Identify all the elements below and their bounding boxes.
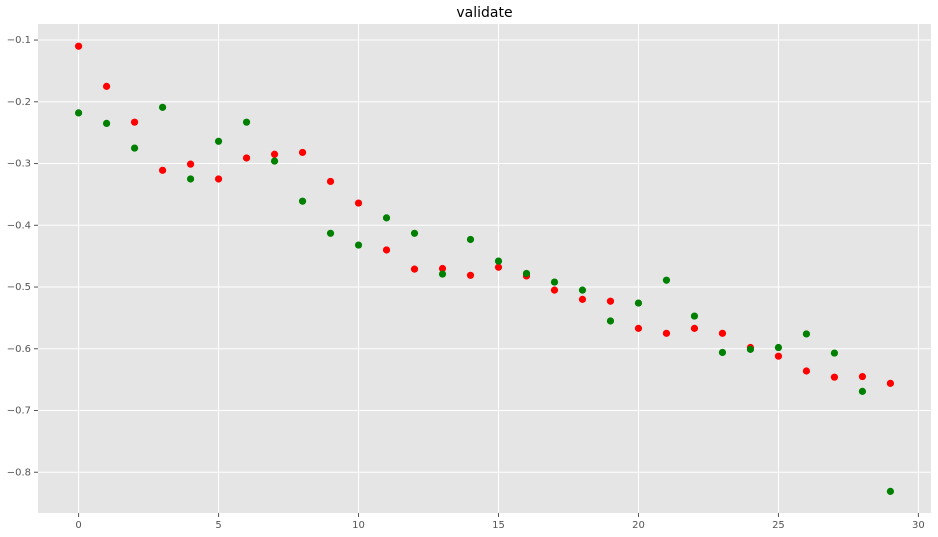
point: [522, 269, 531, 278]
point: [102, 119, 111, 128]
point: [382, 246, 391, 254]
y-tick-label: −0.2: [7, 97, 31, 108]
point: [746, 345, 755, 353]
point: [270, 150, 279, 158]
point: [690, 324, 699, 332]
x-tick-label: 10: [352, 520, 365, 531]
point: [494, 257, 503, 265]
y-tick-label: −0.1: [7, 35, 31, 46]
point: [886, 487, 895, 495]
point: [802, 330, 811, 338]
point: [130, 144, 139, 152]
y-tick-label: −0.7: [7, 406, 31, 417]
point: [102, 82, 111, 90]
point: [74, 42, 83, 50]
point: [74, 109, 83, 117]
point: [298, 148, 307, 157]
point: [550, 278, 559, 286]
plot-area: [38, 24, 931, 513]
point: [662, 329, 671, 337]
point: [186, 175, 195, 183]
y-tick-label: −0.4: [7, 220, 31, 231]
point: [886, 379, 895, 387]
point: [606, 297, 615, 305]
point: [858, 387, 867, 395]
point: [242, 154, 251, 162]
point: [578, 286, 587, 294]
point: [382, 214, 391, 222]
x-tick-label: 15: [492, 520, 505, 531]
point: [438, 264, 447, 273]
x-tick-label: 5: [215, 520, 221, 531]
point: [830, 373, 839, 381]
point: [690, 312, 699, 320]
point: [242, 118, 251, 126]
point: [802, 367, 811, 375]
point: [466, 235, 475, 244]
x-tick-label: 25: [772, 520, 785, 531]
y-tick-label: −0.6: [7, 344, 31, 355]
y-tick-label: −0.3: [7, 159, 31, 170]
x-tick-label: 30: [912, 520, 925, 531]
x-tick-label: 0: [75, 520, 81, 531]
point: [130, 118, 139, 126]
point: [410, 229, 419, 237]
point: [438, 270, 447, 278]
point: [774, 352, 783, 360]
point: [494, 263, 503, 271]
point: [858, 372, 867, 381]
point: [830, 349, 839, 357]
point: [270, 157, 279, 165]
x-tick-label: 20: [632, 520, 645, 531]
point: [634, 324, 643, 332]
y-tick-label: −0.8: [7, 467, 31, 478]
y-tick-label: −0.5: [7, 282, 31, 293]
point: [774, 343, 783, 352]
point: [634, 299, 643, 307]
point: [606, 317, 615, 325]
chart-title: validate: [456, 5, 512, 21]
point: [410, 265, 419, 273]
point: [662, 276, 671, 284]
point: [214, 137, 223, 145]
point: [298, 197, 307, 205]
point: [158, 166, 167, 174]
point: [186, 160, 195, 168]
point: [466, 271, 475, 279]
point: [718, 329, 727, 337]
point: [326, 229, 335, 237]
point: [354, 199, 363, 207]
point: [550, 286, 559, 294]
point: [354, 241, 363, 249]
point: [158, 103, 167, 111]
point: [326, 177, 335, 186]
point: [578, 295, 587, 303]
point: [718, 348, 727, 357]
point: [214, 175, 223, 183]
